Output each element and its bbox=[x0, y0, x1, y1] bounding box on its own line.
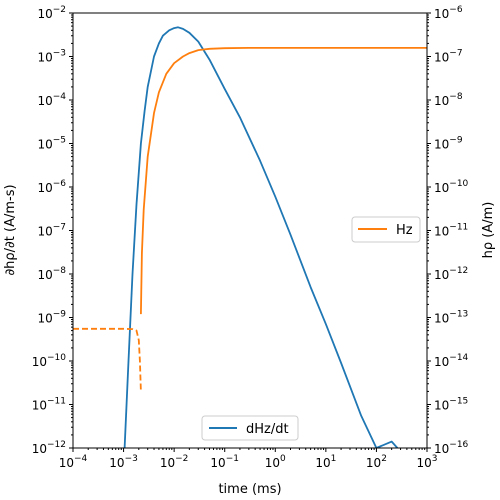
y-left-tick-label: 10−7 bbox=[37, 223, 66, 239]
y-right-tick-label: 10−15 bbox=[434, 397, 468, 413]
y-right-tick-label: 10−11 bbox=[434, 223, 468, 239]
y-left-tick-label: 10−4 bbox=[37, 92, 66, 108]
x-tick-label: 100 bbox=[265, 454, 286, 470]
y-right-tick-label: 10−16 bbox=[434, 440, 469, 456]
y-right-tick-label: 10−6 bbox=[434, 5, 463, 21]
y-left-tick-label: 10−2 bbox=[37, 5, 66, 21]
series-line-hz-negative bbox=[73, 327, 142, 392]
y-right-tick-label: 10−10 bbox=[434, 179, 469, 195]
legend-dhzdt: dHz/dt bbox=[201, 415, 299, 441]
y-left-tick-label: 10−12 bbox=[32, 440, 66, 456]
x-tick-label: 10−3 bbox=[109, 454, 138, 470]
x-tick-label: 101 bbox=[315, 454, 336, 470]
y-left-tick-label: 10−11 bbox=[32, 397, 66, 413]
plot-area bbox=[73, 26, 427, 448]
axes: 10−4 10−3 10−2 10−1 100 101 102 103 10−12 10−11 10… bbox=[32, 5, 469, 470]
y-right-axis-label: hρ (A/m) bbox=[481, 202, 496, 259]
y-right-tick-label: 10−12 bbox=[434, 266, 468, 282]
legend-dhzdt-label: dHz/dt bbox=[246, 422, 289, 437]
y-left-axis-label: ∂hρ/∂t (A/m-s) bbox=[3, 184, 18, 275]
x-tick-label: 10−4 bbox=[59, 454, 88, 470]
legend-hz: Hz bbox=[351, 216, 421, 243]
series-line-dhz-dt bbox=[123, 26, 399, 448]
y-right-tick-label: 10−8 bbox=[434, 92, 463, 108]
y-right-tick-label: 10−13 bbox=[434, 310, 468, 326]
series-group bbox=[73, 26, 427, 448]
y-left-tick-label: 10−6 bbox=[37, 179, 66, 195]
x-tick-label: 10−1 bbox=[210, 454, 239, 470]
legend-dhzdt-box bbox=[201, 415, 299, 441]
y-right-tick-label: 10−7 bbox=[434, 49, 463, 65]
legend-hz-label: Hz bbox=[396, 223, 413, 238]
x-tick-label: 10−2 bbox=[160, 454, 189, 470]
y-right-tick-label: 10−14 bbox=[434, 353, 469, 369]
y-left-tick-label: 10−9 bbox=[37, 310, 66, 326]
y-right-tick-label: 10−9 bbox=[434, 136, 463, 152]
series-line-hz bbox=[140, 47, 427, 315]
y-left-tick-label: 10−8 bbox=[37, 266, 66, 282]
x-tick-label: 102 bbox=[366, 454, 387, 470]
x-tick-label: 103 bbox=[416, 454, 437, 470]
y-left-tick-label: 10−5 bbox=[37, 136, 66, 152]
y-left-tick-label: 10−10 bbox=[32, 353, 67, 369]
x-axis-label: time (ms) bbox=[218, 482, 281, 497]
y-left-tick-label: 10−3 bbox=[37, 49, 66, 65]
